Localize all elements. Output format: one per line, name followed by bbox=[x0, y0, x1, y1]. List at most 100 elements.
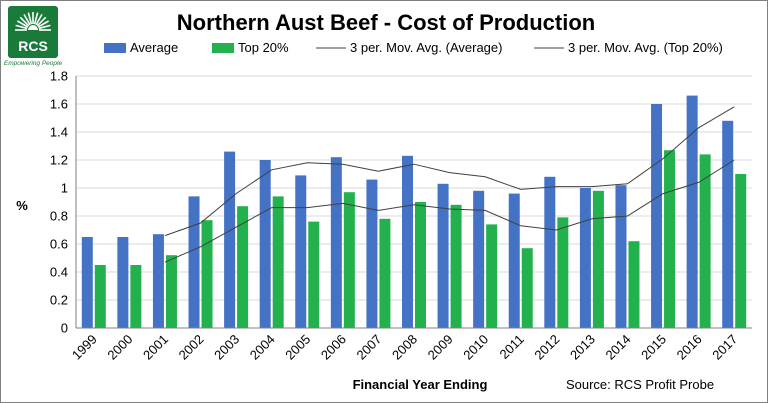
x-tick-label: 2007 bbox=[353, 332, 384, 363]
sun-ray bbox=[17, 20, 29, 28]
bar-top20-2012 bbox=[557, 217, 569, 328]
x-tick-label: 2005 bbox=[282, 332, 313, 363]
x-tick-label: 2003 bbox=[211, 332, 242, 363]
bar-average-2006 bbox=[330, 157, 342, 328]
bar-average-2015 bbox=[651, 104, 663, 328]
chart-title: Northern Aust Beef - Cost of Production bbox=[177, 10, 595, 35]
bar-top20-2016 bbox=[699, 154, 711, 328]
bar-average-2002 bbox=[188, 196, 200, 328]
y-tick-label: 0.6 bbox=[50, 237, 68, 252]
bar-top20-1999 bbox=[94, 265, 106, 328]
bar-average-2007 bbox=[366, 179, 378, 328]
x-tick-label: 1999 bbox=[69, 332, 100, 363]
bar-top20-2013 bbox=[592, 190, 604, 328]
bar-top20-2009 bbox=[450, 204, 462, 328]
bar-average-2011 bbox=[508, 193, 520, 328]
sun-ray bbox=[19, 16, 30, 27]
bar-average-2001 bbox=[152, 234, 164, 328]
y-tick-label: 1.6 bbox=[50, 97, 68, 112]
y-axis-ticks: 0 0.2 0.4 0.6 0.8 1 1.2 1.4 1.6 1.8 bbox=[50, 69, 68, 336]
bar-top20-2006 bbox=[343, 192, 355, 328]
x-tick-label: 2012 bbox=[531, 332, 562, 363]
x-tick-label: 2000 bbox=[104, 332, 135, 363]
sun-ray bbox=[15, 24, 28, 30]
legend-swatch bbox=[104, 43, 126, 53]
bar-top20-2000 bbox=[130, 265, 142, 328]
bar-top20-2005 bbox=[308, 221, 320, 328]
x-tick-label: 2008 bbox=[389, 332, 420, 363]
sun-ray bbox=[37, 20, 49, 28]
bar-average-2000 bbox=[117, 237, 129, 328]
y-tick-label: 1 bbox=[61, 181, 68, 196]
y-tick-label: 1.2 bbox=[50, 153, 68, 168]
sun-ray bbox=[38, 24, 51, 30]
sun-ray bbox=[35, 14, 43, 26]
y-axis-label: % bbox=[16, 198, 28, 213]
bar-top20-2003 bbox=[237, 206, 249, 328]
logo-tagline: Empowering People bbox=[4, 60, 63, 67]
bar-top20-2014 bbox=[628, 241, 640, 328]
sun-disc bbox=[28, 25, 38, 30]
sun-ray bbox=[33, 12, 39, 25]
source-note: Source: RCS Profit Probe bbox=[566, 377, 714, 392]
x-tick-label: 2013 bbox=[567, 332, 598, 363]
x-tick-label: 2004 bbox=[247, 332, 278, 363]
x-tick-label: 2011 bbox=[496, 332, 526, 362]
sun-ray bbox=[36, 16, 47, 27]
bar-top20-2004 bbox=[272, 196, 284, 328]
bar-average-2010 bbox=[473, 190, 485, 328]
logo-text: RCS bbox=[18, 38, 48, 54]
bar-average-2003 bbox=[224, 151, 236, 328]
legend-label: 3 per. Mov. Avg. (Top 20%) bbox=[568, 40, 723, 55]
y-tick-label: 0.4 bbox=[50, 265, 68, 280]
x-tick-label: 2014 bbox=[603, 332, 634, 363]
bar-top20-2001 bbox=[165, 255, 177, 328]
rcs-logo: RCS Empowering People bbox=[4, 6, 63, 67]
bar-average-2004 bbox=[259, 160, 271, 328]
legend-label: Average bbox=[130, 40, 178, 55]
bar-average-2017 bbox=[722, 120, 734, 328]
bar-average-2012 bbox=[544, 176, 556, 328]
sun-ray bbox=[27, 12, 33, 25]
bar-top20-2015 bbox=[664, 150, 676, 328]
y-tick-label: 0.8 bbox=[50, 209, 68, 224]
x-tick-label: 2001 bbox=[140, 332, 171, 363]
bar-top20-2011 bbox=[521, 248, 533, 328]
y-tick-label: 0.2 bbox=[50, 293, 68, 308]
bar-top20-2002 bbox=[201, 220, 213, 328]
x-tick-label: 2002 bbox=[176, 332, 207, 363]
bar-average-1999 bbox=[81, 237, 93, 328]
x-tick-label: 2017 bbox=[709, 332, 740, 363]
y-tick-label: 1.4 bbox=[50, 125, 68, 140]
x-tick-label: 2006 bbox=[318, 332, 349, 363]
x-tick-label: 2010 bbox=[460, 332, 491, 363]
moving-average-line-average bbox=[164, 106, 735, 237]
legend-label: 3 per. Mov. Avg. (Average) bbox=[350, 40, 502, 55]
sun-icon bbox=[15, 12, 51, 31]
bar-series bbox=[81, 95, 747, 328]
bar-average-2014 bbox=[615, 185, 627, 328]
bar-average-2008 bbox=[402, 155, 413, 328]
y-tick-label: 0 bbox=[61, 321, 68, 336]
bar-average-2016 bbox=[686, 95, 698, 328]
y-tick-label: 1.8 bbox=[50, 69, 68, 84]
chart-legend: Average Top 20% 3 per. Mov. Avg. (Average)… bbox=[104, 40, 723, 55]
bar-top20-2017 bbox=[735, 174, 747, 328]
bar-average-2013 bbox=[579, 188, 591, 328]
trend-lines bbox=[164, 106, 735, 263]
bar-top20-2007 bbox=[379, 218, 391, 328]
logo-badge bbox=[8, 6, 58, 58]
moving-average-line-top20 bbox=[164, 159, 735, 263]
sun-ray bbox=[23, 14, 31, 26]
legend-swatch bbox=[212, 43, 234, 53]
bar-average-2009 bbox=[437, 183, 449, 328]
bar-top20-2008 bbox=[415, 202, 426, 328]
legend-label: Top 20% bbox=[238, 40, 289, 55]
x-tick-label: 2016 bbox=[674, 332, 705, 363]
x-axis-ticks: 1999 2000 2001 2002 2003 2004 2005 2006 2007 2008… bbox=[69, 332, 740, 363]
bar-average-2005 bbox=[295, 175, 307, 328]
x-tick-label: 2009 bbox=[425, 332, 456, 363]
x-axis-label: Financial Year Ending bbox=[353, 377, 488, 392]
